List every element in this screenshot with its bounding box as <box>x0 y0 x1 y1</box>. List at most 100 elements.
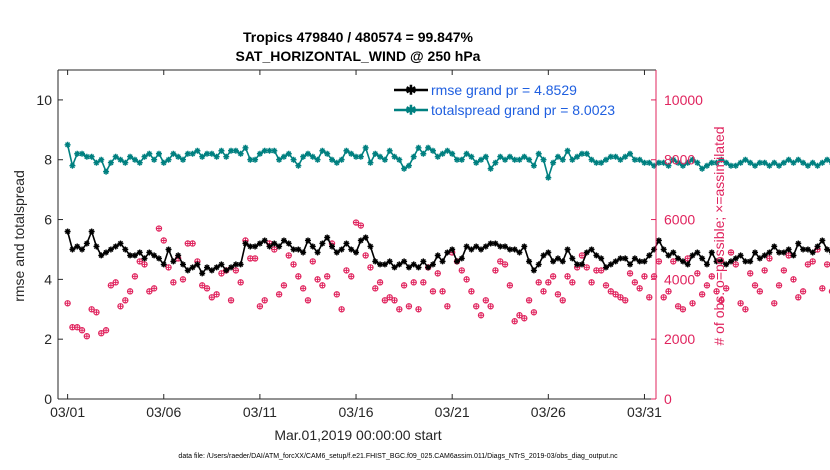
rmse-point <box>732 255 739 262</box>
obs-possible-point <box>391 297 398 304</box>
totalspread-point <box>824 156 830 163</box>
totalspread-point <box>453 156 460 163</box>
obs-assimilated-point <box>507 282 513 288</box>
obs-assimilated-point <box>166 265 171 270</box>
rmse-point <box>271 240 278 247</box>
rmse-point <box>429 261 436 268</box>
totalspread-point <box>578 150 585 157</box>
totalspread-point <box>752 162 759 169</box>
totalspread-point <box>276 156 283 163</box>
obs-possible-point <box>74 324 81 331</box>
obs-assimilated-point <box>132 273 138 279</box>
totalspread-point <box>593 159 600 166</box>
rmse-point <box>603 264 610 271</box>
totalspread-point <box>425 144 432 151</box>
obs-possible-point <box>323 273 331 280</box>
rmse-point <box>540 252 547 259</box>
obs-assimilated-point <box>98 330 104 336</box>
obs-possible-point <box>251 255 259 262</box>
rmse-point <box>660 246 667 253</box>
rmse-point <box>117 240 124 247</box>
obs-assimilated-point <box>161 238 167 243</box>
rmse-point <box>800 246 807 253</box>
obs-possible-point <box>641 273 648 280</box>
x-tick-label: 03/06 <box>146 404 181 420</box>
left-y-tick-label: 0 <box>44 391 52 407</box>
obs-assimilated-point <box>219 270 224 276</box>
obs-assimilated-point <box>579 253 585 258</box>
rmse-point <box>665 252 672 259</box>
totalspread-point <box>381 156 388 163</box>
obs-assimilated-point <box>392 297 397 303</box>
totalspread-point <box>574 153 581 160</box>
obs-assimilated-point <box>310 259 316 264</box>
obs-possible-point <box>660 294 667 301</box>
rmse-point <box>204 264 211 271</box>
rmse-point <box>453 258 460 265</box>
obs-possible-point <box>150 285 158 292</box>
obs-assimilated-point <box>286 253 292 258</box>
rmse-point <box>497 243 504 250</box>
obs-assimilated-point <box>372 285 378 291</box>
obs-assimilated-point <box>387 294 393 300</box>
totalspread-point <box>391 153 398 160</box>
totalspread-point <box>285 150 292 157</box>
rmse-point <box>228 264 235 271</box>
obs-assimilated-point <box>444 303 450 309</box>
totalspread-point <box>290 156 297 163</box>
rmse-point <box>646 252 653 259</box>
totalspread-point <box>93 159 100 166</box>
rmse-point <box>338 246 345 253</box>
obs-assimilated-point <box>733 262 739 267</box>
totalspread-point <box>790 159 797 166</box>
totalspread-point <box>554 153 561 160</box>
rmse-point <box>83 240 90 247</box>
obs-possible-point <box>511 318 518 325</box>
obs-possible-point <box>400 282 408 289</box>
totalspread-point <box>237 150 244 157</box>
rmse-point <box>675 255 682 262</box>
obs-assimilated-point <box>156 226 162 231</box>
totalspread-point <box>737 159 744 166</box>
totalspread-point <box>761 159 768 166</box>
obs-possible-point <box>285 252 292 259</box>
rmse-point <box>463 243 470 250</box>
obs-assimilated-point <box>94 309 99 315</box>
obs-possible-point <box>554 291 562 298</box>
rmse-point <box>179 261 186 268</box>
obs-possible-point <box>93 309 100 316</box>
rmse-point <box>766 249 773 256</box>
obs-assimilated-point <box>786 253 792 258</box>
rmse-point <box>367 243 374 250</box>
rmse-point <box>727 258 734 265</box>
obs-possible-point <box>713 288 720 295</box>
totalspread-point <box>338 156 345 163</box>
obs-possible-point <box>295 273 302 280</box>
obs-assimilated-point <box>800 288 806 294</box>
rmse-point <box>752 249 759 256</box>
totalspread-point <box>309 153 316 160</box>
totalspread-point <box>420 150 427 157</box>
obs-possible-point <box>83 332 91 340</box>
obs-possible-point <box>102 327 110 334</box>
rmse-point <box>415 264 422 271</box>
obs-possible-point <box>290 261 297 268</box>
rmse-point <box>112 243 119 250</box>
obs-assimilated-point <box>204 285 210 291</box>
totalspread-point <box>545 174 552 181</box>
rmse-point <box>410 261 417 268</box>
totalspread-point <box>155 150 162 157</box>
obs-assimilated-point <box>627 270 633 276</box>
totalspread-point <box>521 153 528 160</box>
totalspread-point <box>780 159 787 166</box>
rmse-point <box>295 246 302 253</box>
rmse-point <box>261 237 268 244</box>
rmse-point <box>314 249 321 256</box>
obs-assimilated-point <box>185 241 191 246</box>
totalspread-point <box>535 150 542 157</box>
obs-assimilated-point <box>353 220 359 225</box>
obs-possible-point <box>597 267 605 274</box>
obs-possible-point <box>804 261 812 268</box>
obs-assimilated-point <box>238 279 244 285</box>
obs-assimilated-point <box>526 297 532 303</box>
